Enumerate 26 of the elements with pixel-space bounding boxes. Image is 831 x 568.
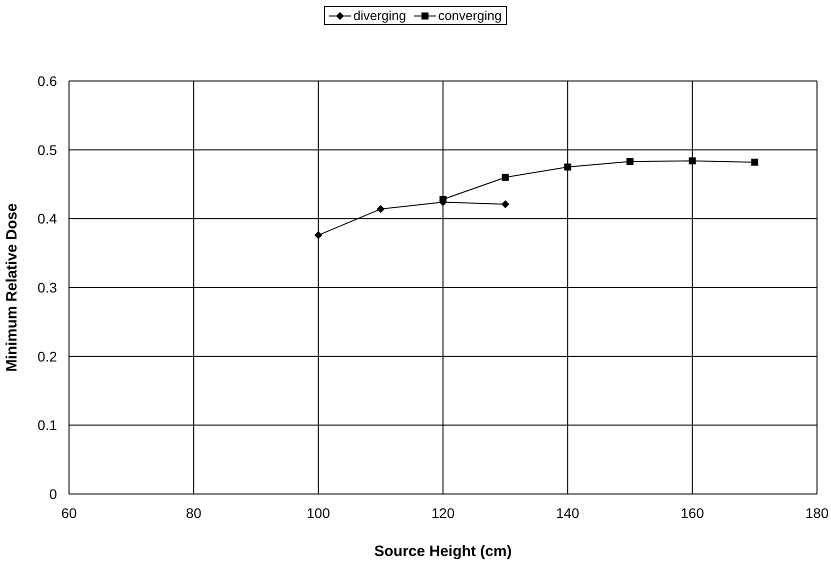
x-axis-title: Source Height (cm): [374, 543, 512, 560]
legend-label: converging: [437, 8, 502, 23]
x-tick-label: 180: [805, 504, 829, 521]
point: [314, 231, 322, 240]
point: [501, 200, 510, 208]
x-tick-label: 60: [61, 504, 77, 521]
y-tick-label: 0: [49, 486, 58, 502]
x-tick-label: 100: [306, 504, 330, 521]
y-tick-label: 0.3: [38, 279, 58, 296]
y-axis-title: Minimum Relative Dose: [3, 203, 20, 372]
x-tick-label: 80: [186, 504, 202, 521]
y-tick-label: 0.4: [38, 210, 58, 227]
point: [564, 164, 572, 171]
x-tick-label: 140: [556, 504, 580, 521]
point: [626, 158, 634, 166]
y-tick-label: 0.5: [38, 142, 58, 158]
x-tick-label: 160: [680, 504, 704, 521]
legend-label: diverging: [352, 8, 406, 23]
y-tick-label: 0.6: [38, 72, 58, 89]
x-tick-label: 120: [431, 504, 455, 521]
point: [502, 174, 509, 181]
y-tick-label: 0.1: [38, 417, 58, 434]
y-tick-label: 0.2: [38, 348, 58, 364]
point: [688, 157, 696, 164]
point: [376, 205, 385, 214]
point: [751, 158, 758, 166]
